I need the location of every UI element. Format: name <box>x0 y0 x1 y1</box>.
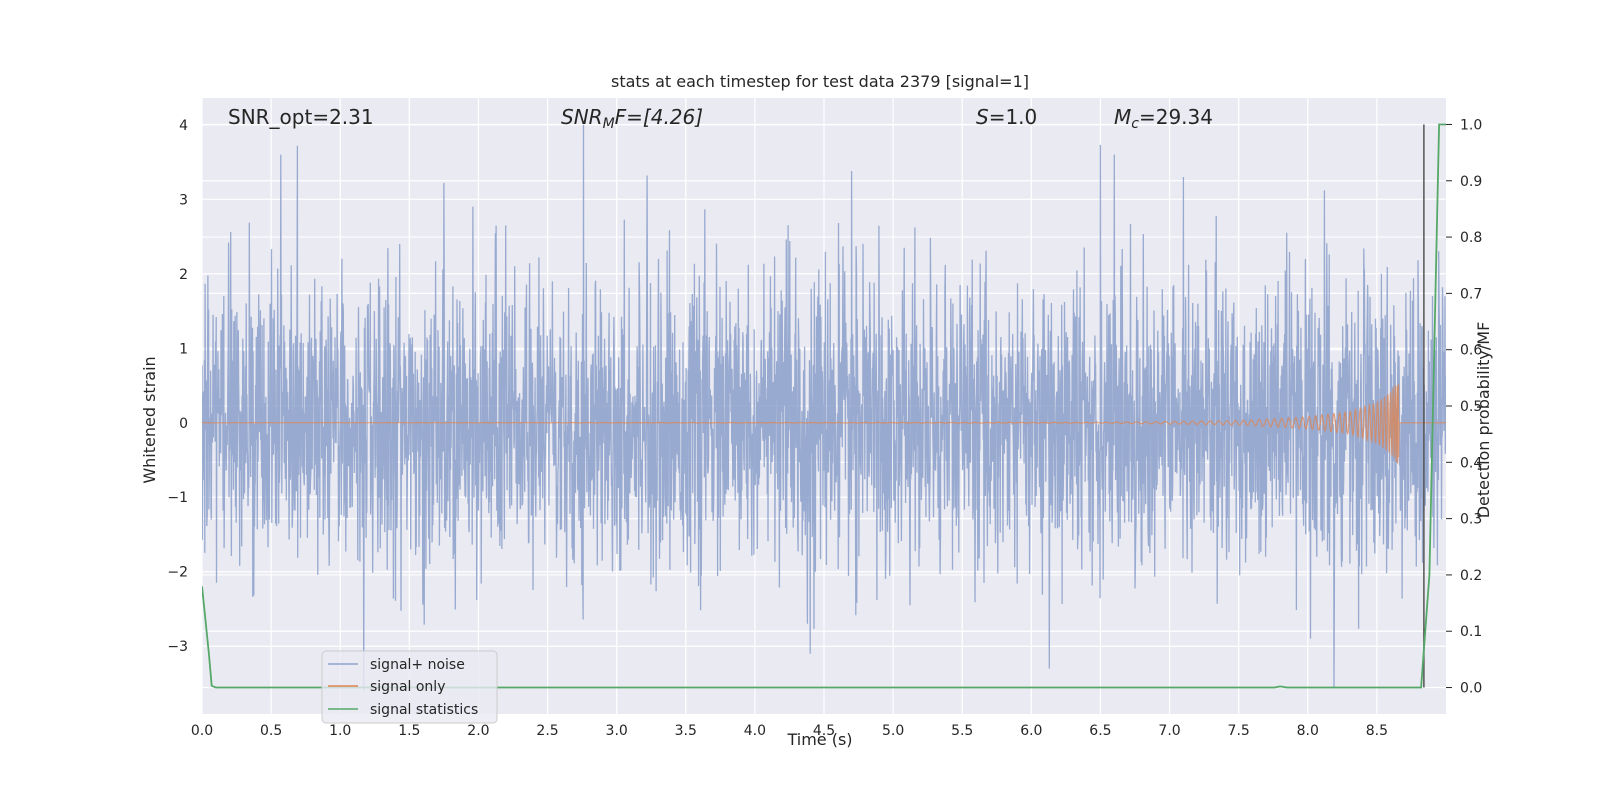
y-tick-label: 3 <box>179 192 188 208</box>
s-value: =1.0 <box>989 105 1038 129</box>
y2-axis-label: Detection probability/MF <box>1474 322 1493 519</box>
x-tick-label: 2.0 <box>467 723 489 739</box>
x-tick-label: 2.5 <box>536 723 558 739</box>
snr-mf-prefix: SNR <box>561 105 603 129</box>
x-tick-label: 1.5 <box>398 723 420 739</box>
series-signal-only <box>202 383 1446 464</box>
x-tick-label: 4.5 <box>813 723 835 739</box>
x-tick-label: 0.5 <box>260 723 282 739</box>
legend-label-signal-statistics: signal statistics <box>370 702 478 718</box>
y-axis-left: −3 −2 −1 0 1 2 3 4 <box>167 118 188 655</box>
y-tick-label: −1 <box>167 490 188 506</box>
y2-tick-label: 0.7 <box>1460 286 1482 302</box>
snr-opt-annotation: SNR_opt=2.31 <box>228 105 374 129</box>
series-signal-statistics <box>202 123 1446 689</box>
y2-tick-label: 0.9 <box>1460 174 1482 190</box>
s-variable: S <box>976 105 989 129</box>
y2-tick-label: 0.6 <box>1460 343 1482 359</box>
y-tick-label: −3 <box>167 639 188 655</box>
x-tick-label: 3.5 <box>675 723 697 739</box>
snr-mf-subscript: M <box>603 116 615 132</box>
y-tick-label: −2 <box>167 565 188 581</box>
x-tick-label: 0.0 <box>191 723 213 739</box>
y2-tick-label: 0.8 <box>1460 230 1482 246</box>
chart-traces <box>202 123 1446 691</box>
y-tick-label: 1 <box>179 341 188 357</box>
mc-value: =29.34 <box>1139 105 1213 129</box>
y-tick-label: 0 <box>179 416 188 432</box>
x-tick-label: 7.0 <box>1158 723 1180 739</box>
y2-tick-label: 0.1 <box>1460 624 1482 640</box>
x-tick-label: 1.0 <box>329 723 351 739</box>
s-annotation: S=1.0 <box>976 105 1037 129</box>
x-tick-label: 8.5 <box>1366 723 1388 739</box>
x-tick-label: 3.0 <box>606 723 628 739</box>
snr-mf-annotation: SNRMF=[4.26] <box>561 105 703 132</box>
mc-subscript: c <box>1131 116 1139 132</box>
y-axis-right: 0.0 0.1 0.2 0.3 0.4 0.5 0.6 0.7 0.8 0.9 1.0 <box>1446 117 1482 697</box>
y2-tick-label: 0.4 <box>1460 455 1482 471</box>
x-tick-label: 5.0 <box>882 723 904 739</box>
mc-variable: M <box>1114 105 1131 129</box>
y2-tick-label: 0.0 <box>1460 681 1482 697</box>
x-tick-label: 6.0 <box>1020 723 1042 739</box>
x-tick-label: 8.0 <box>1297 723 1319 739</box>
x-axis-label: Time (s) <box>786 730 852 749</box>
x-tick-label: 7.5 <box>1228 723 1250 739</box>
y2-tick-label: 0.3 <box>1460 512 1482 528</box>
legend-label-signal-only: signal only <box>370 679 445 695</box>
legend: signal+ noise signal only signal statist… <box>321 650 498 724</box>
x-tick-label: 5.5 <box>951 723 973 739</box>
x-tick-label: 6.5 <box>1089 723 1111 739</box>
mc-annotation: Mc=29.34 <box>1114 105 1213 132</box>
legend-box <box>321 650 498 724</box>
y2-tick-label: 0.5 <box>1460 399 1482 415</box>
y-tick-label: 4 <box>179 118 188 134</box>
chart-title: stats at each timestep for test data 237… <box>611 72 1029 91</box>
x-axis: 0.0 0.5 1.0 1.5 2.0 2.5 3.0 3.5 4.0 4.5 5.0 5.5 6.0 6… <box>191 723 1388 739</box>
snr-mf-suffix: F=[4.26] <box>615 105 703 129</box>
legend-label-signal-noise: signal+ noise <box>370 657 465 673</box>
x-tick-label: 4.0 <box>744 723 766 739</box>
y-axis-label: Whitened strain <box>140 356 159 483</box>
y2-tick-label: 1.0 <box>1460 117 1482 133</box>
y2-tick-label: 0.2 <box>1460 568 1482 584</box>
series-signal-noise <box>202 124 1446 691</box>
y-tick-label: 2 <box>179 267 188 283</box>
